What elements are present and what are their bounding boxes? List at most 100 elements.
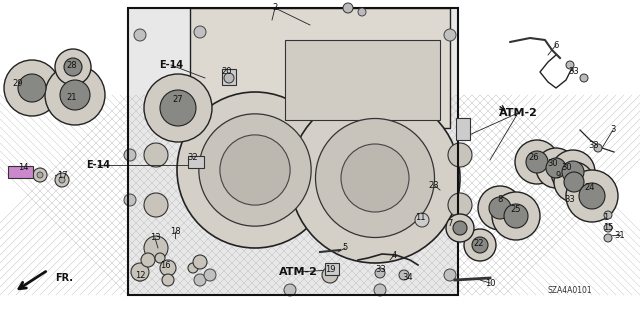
- Text: 15: 15: [603, 224, 613, 233]
- Circle shape: [144, 143, 168, 167]
- Circle shape: [144, 193, 168, 217]
- Circle shape: [341, 144, 409, 212]
- Text: 16: 16: [160, 261, 170, 270]
- Circle shape: [536, 148, 576, 188]
- Text: 32: 32: [188, 153, 198, 162]
- Text: 30: 30: [562, 164, 572, 173]
- Circle shape: [144, 74, 212, 142]
- Text: 4: 4: [392, 250, 397, 259]
- Bar: [188, 156, 204, 168]
- Text: E-14: E-14: [159, 60, 183, 70]
- Circle shape: [562, 161, 584, 183]
- Circle shape: [580, 74, 588, 82]
- Circle shape: [453, 221, 467, 235]
- Circle shape: [194, 26, 206, 38]
- Text: 2: 2: [273, 4, 278, 12]
- Circle shape: [566, 61, 574, 69]
- Circle shape: [131, 263, 149, 281]
- Circle shape: [33, 168, 47, 182]
- Text: 18: 18: [170, 227, 180, 236]
- Circle shape: [604, 224, 612, 232]
- Circle shape: [59, 177, 65, 183]
- Text: 13: 13: [150, 234, 160, 242]
- Circle shape: [124, 194, 136, 206]
- Circle shape: [55, 173, 69, 187]
- Circle shape: [448, 193, 472, 217]
- Text: 33: 33: [568, 68, 579, 77]
- Bar: [190, 8, 450, 128]
- Circle shape: [284, 284, 296, 296]
- Circle shape: [358, 8, 366, 16]
- Text: 13: 13: [364, 0, 374, 3]
- Circle shape: [4, 60, 60, 116]
- Text: 19: 19: [324, 265, 335, 275]
- Circle shape: [604, 234, 612, 242]
- Circle shape: [144, 236, 168, 260]
- Text: 27: 27: [173, 95, 183, 105]
- Circle shape: [162, 274, 174, 286]
- Text: 7: 7: [447, 219, 452, 228]
- Text: 5: 5: [342, 243, 348, 253]
- Circle shape: [472, 237, 488, 253]
- Text: 24: 24: [585, 183, 595, 192]
- Text: 1: 1: [604, 213, 609, 222]
- Circle shape: [374, 284, 386, 296]
- Text: 10: 10: [484, 278, 495, 287]
- Circle shape: [194, 274, 206, 286]
- Circle shape: [375, 268, 385, 278]
- Bar: [285, 40, 440, 120]
- Text: 33: 33: [564, 196, 575, 204]
- Circle shape: [546, 158, 566, 178]
- Circle shape: [224, 73, 234, 83]
- Bar: [8, 166, 33, 178]
- Bar: [128, 8, 458, 295]
- Circle shape: [526, 151, 548, 173]
- Circle shape: [604, 211, 612, 219]
- Text: 20: 20: [221, 68, 232, 77]
- Circle shape: [399, 270, 409, 280]
- Circle shape: [316, 118, 435, 238]
- Text: 21: 21: [67, 93, 77, 102]
- Text: ATM-2: ATM-2: [278, 267, 317, 277]
- Circle shape: [204, 269, 216, 281]
- Circle shape: [60, 80, 90, 110]
- Text: 33: 33: [589, 140, 600, 150]
- Text: 30: 30: [548, 159, 558, 167]
- Circle shape: [551, 150, 595, 194]
- Text: SZA4A0101: SZA4A0101: [548, 286, 592, 295]
- Circle shape: [444, 29, 456, 41]
- Circle shape: [220, 135, 290, 205]
- Circle shape: [566, 170, 618, 222]
- Circle shape: [199, 114, 311, 226]
- Text: 6: 6: [554, 41, 559, 49]
- Bar: [456, 118, 470, 140]
- Bar: [128, 8, 458, 295]
- Circle shape: [193, 255, 207, 269]
- Text: 28: 28: [67, 61, 77, 70]
- Circle shape: [343, 3, 353, 13]
- Circle shape: [160, 260, 176, 276]
- Circle shape: [415, 213, 429, 227]
- Text: 17: 17: [57, 170, 67, 180]
- Circle shape: [492, 192, 540, 240]
- Text: 23: 23: [429, 181, 439, 189]
- Circle shape: [290, 93, 460, 263]
- Circle shape: [504, 204, 528, 228]
- Circle shape: [18, 74, 46, 102]
- Circle shape: [134, 29, 146, 41]
- Circle shape: [515, 140, 559, 184]
- Text: 8: 8: [497, 196, 502, 204]
- Circle shape: [594, 144, 602, 152]
- Bar: [325, 263, 339, 275]
- Text: 18: 18: [342, 0, 353, 1]
- Circle shape: [37, 172, 43, 178]
- Circle shape: [448, 143, 472, 167]
- Text: ATM-2: ATM-2: [499, 108, 538, 118]
- Circle shape: [45, 65, 105, 125]
- Text: E-14: E-14: [86, 160, 110, 170]
- Text: 9: 9: [556, 170, 561, 180]
- Circle shape: [134, 269, 146, 281]
- Circle shape: [478, 186, 522, 230]
- Circle shape: [177, 92, 333, 248]
- Text: FR.: FR.: [55, 273, 73, 283]
